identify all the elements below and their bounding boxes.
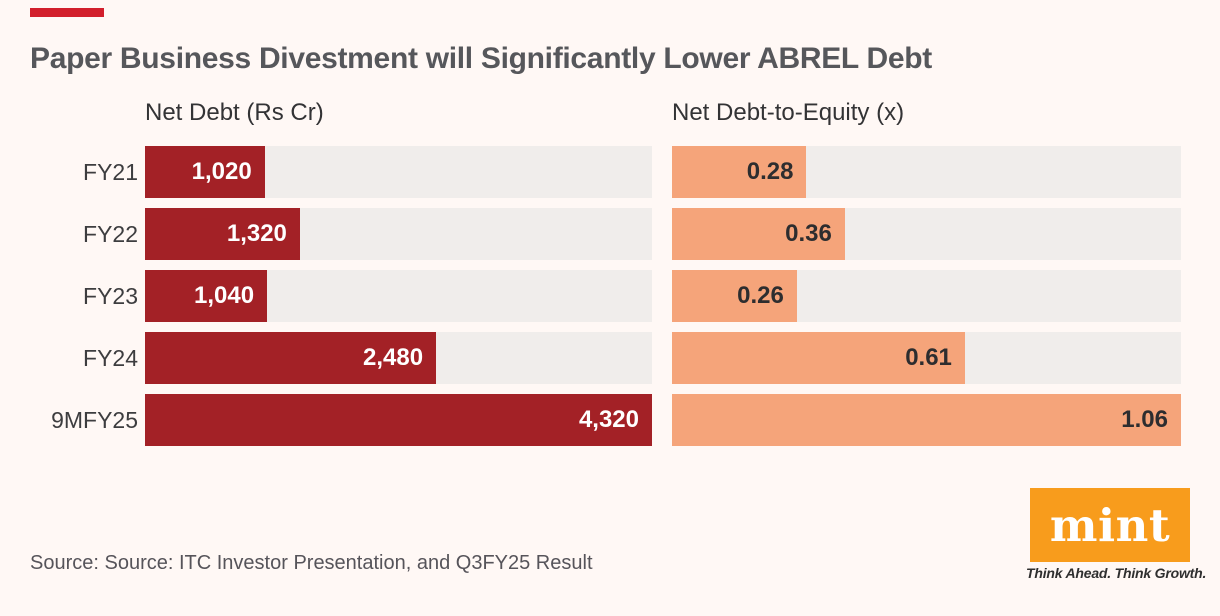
- net-debt-to-equity-track: 0.26: [672, 270, 1181, 322]
- brand-accent-bar: [30, 8, 104, 17]
- category-label: FY21: [83, 158, 138, 185]
- bar-value-label: 4,320: [578, 406, 639, 433]
- mint-logo: mint: [1030, 488, 1190, 562]
- right-panel-header: Net Debt-to-Equity (x): [672, 99, 905, 126]
- net-debt-track: 1,040: [145, 270, 652, 322]
- bar-value-label: 1,020: [191, 158, 252, 185]
- bar-value-label: 1.06: [1121, 406, 1168, 433]
- source-note: Source: Source: ITC Investor Presentatio…: [30, 552, 593, 574]
- category-label: FY22: [83, 220, 138, 247]
- chart-row: FY24 2,480 0.61: [30, 332, 1190, 384]
- net-debt-bar: 1,320: [145, 208, 300, 260]
- net-debt-to-equity-bar: 0.61: [672, 332, 965, 384]
- net-debt-to-equity-bar: 0.28: [672, 146, 807, 198]
- net-debt-to-equity-bar: 1.06: [672, 394, 1181, 446]
- mint-logo-tagline: Think Ahead. Think Growth.: [1026, 565, 1207, 581]
- category-label: FY23: [83, 282, 138, 309]
- chart-row: FY23 1,040 0.26: [30, 270, 1190, 322]
- chart-row: FY22 1,320 0.36: [30, 208, 1190, 260]
- net-debt-to-equity-bar: 0.26: [672, 270, 797, 322]
- net-debt-to-equity-track: 0.61: [672, 332, 1181, 384]
- bar-value-label: 1,040: [193, 282, 255, 309]
- net-debt-to-equity-bar: 0.36: [672, 208, 845, 260]
- bar-value-label: 0.61: [905, 344, 952, 371]
- net-debt-bar: 1,040: [145, 270, 268, 322]
- net-debt-track: 1,020: [145, 146, 652, 198]
- net-debt-bar: 1,020: [145, 146, 265, 198]
- bar-chart-rows: FY21 1,020 0.28 FY22 1,320 0.36 FY23 1,040 0.26 F…: [30, 146, 1190, 456]
- chart-row: 9MFY25 4,320 1.06: [30, 394, 1190, 446]
- net-debt-track: 1,320: [145, 208, 652, 260]
- bar-value-label: 0.36: [785, 220, 832, 247]
- bar-value-label: 0.26: [737, 282, 784, 309]
- net-debt-bar: 2,480: [145, 332, 437, 384]
- net-debt-to-equity-track: 1.06: [672, 394, 1181, 446]
- category-label: FY24: [83, 344, 138, 371]
- bar-value-label: 0.28: [746, 158, 794, 185]
- bar-value-label: 1,320: [226, 220, 287, 247]
- left-panel-header: Net Debt (Rs Cr): [145, 99, 324, 126]
- net-debt-to-equity-track: 0.36: [672, 208, 1181, 260]
- bar-value-label: 2,480: [362, 344, 424, 371]
- net-debt-track: 2,480: [145, 332, 652, 384]
- net-debt-bar: 4,320: [145, 394, 652, 446]
- chart-row: FY21 1,020 0.28: [30, 146, 1190, 198]
- category-label: 9MFY25: [51, 406, 138, 433]
- chart-title: Paper Business Divestment will Significa…: [30, 42, 932, 75]
- mint-logo-wordmark: mint: [1049, 498, 1171, 552]
- net-debt-track: 4,320: [145, 394, 652, 446]
- net-debt-to-equity-track: 0.28: [672, 146, 1181, 198]
